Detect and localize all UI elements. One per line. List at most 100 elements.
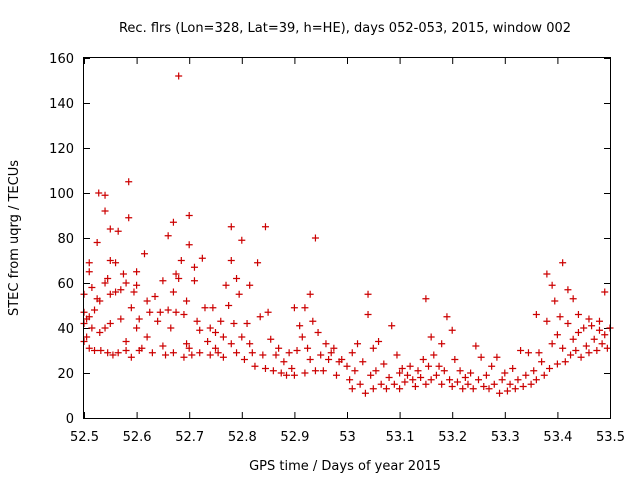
data-point <box>496 389 504 397</box>
data-point <box>498 376 506 384</box>
data-point <box>125 178 133 186</box>
data-point <box>553 331 561 339</box>
data-point <box>135 315 143 323</box>
data-point <box>91 347 99 354</box>
data-point <box>301 369 309 377</box>
data-point <box>427 333 435 341</box>
data-point <box>559 259 567 267</box>
data-point <box>346 376 354 384</box>
data-point <box>509 365 517 372</box>
data-point <box>298 333 306 341</box>
data-point <box>280 358 288 366</box>
data-point <box>327 349 335 357</box>
data-point <box>169 288 177 296</box>
data-point <box>367 371 375 379</box>
x-tick-label: 53.1 <box>386 430 415 445</box>
data-point <box>130 288 138 296</box>
data-point <box>317 351 325 359</box>
data-point <box>556 313 564 321</box>
data-point <box>212 329 219 336</box>
data-point <box>369 385 377 393</box>
data-point <box>532 376 540 384</box>
data-point <box>156 308 164 316</box>
data-point <box>553 360 561 368</box>
data-point <box>311 234 319 242</box>
data-point <box>264 308 272 316</box>
data-point <box>269 367 277 375</box>
data-point <box>322 340 330 348</box>
data-point <box>380 360 388 368</box>
data-point <box>585 349 593 357</box>
data-point <box>417 374 425 381</box>
data-point <box>290 371 298 379</box>
data-point <box>364 290 372 298</box>
data-point <box>527 380 535 388</box>
data-point <box>185 241 193 249</box>
data-point <box>304 344 312 352</box>
data-point <box>595 326 603 334</box>
data-point <box>175 72 183 80</box>
data-point <box>169 218 177 226</box>
y-tick-label: 60 <box>57 277 74 292</box>
x-tick-label: 53 <box>339 430 356 445</box>
data-point <box>225 302 233 309</box>
data-point <box>201 304 209 312</box>
data-point <box>506 380 514 388</box>
data-point <box>448 383 456 390</box>
data-point <box>532 311 540 318</box>
data-point <box>411 383 419 390</box>
data-point <box>580 324 588 332</box>
data-point <box>354 340 362 348</box>
data-point <box>464 380 472 388</box>
data-point <box>164 306 172 314</box>
data-point <box>101 207 109 215</box>
data-point <box>190 263 198 271</box>
data-point <box>519 383 527 390</box>
data-point <box>106 320 114 327</box>
data-point <box>293 347 301 354</box>
data-point <box>490 380 498 388</box>
data-point <box>180 353 188 361</box>
data-point <box>261 223 269 231</box>
data-point <box>227 257 235 264</box>
data-point <box>385 374 393 381</box>
data-point <box>243 320 251 327</box>
data-point <box>435 362 443 370</box>
data-point <box>133 281 141 289</box>
data-point <box>219 333 227 341</box>
data-point <box>238 333 246 341</box>
data-point <box>440 367 448 375</box>
data-point <box>122 279 130 287</box>
data-point <box>588 322 596 330</box>
data-point <box>461 374 469 381</box>
data-point <box>97 347 105 354</box>
data-point <box>104 349 112 357</box>
data-point <box>175 275 183 282</box>
data-point <box>267 335 275 343</box>
data-point <box>206 324 214 332</box>
data-point <box>283 371 291 379</box>
y-tick-label: 120 <box>49 142 74 157</box>
data-point <box>543 270 551 278</box>
data-point <box>446 376 454 384</box>
data-point <box>459 385 467 393</box>
data-point <box>148 349 156 357</box>
data-point <box>209 304 217 312</box>
data-point <box>222 281 230 289</box>
data-point <box>138 344 146 352</box>
data-point <box>277 369 285 377</box>
data-point <box>351 367 359 375</box>
data-point <box>93 239 101 246</box>
data-point <box>133 268 141 276</box>
data-point <box>246 340 254 348</box>
data-point <box>530 367 538 375</box>
data-point <box>219 353 227 361</box>
data-point <box>196 349 204 357</box>
data-point <box>514 376 522 384</box>
data-point <box>106 257 114 264</box>
data-point <box>572 347 580 354</box>
data-point <box>482 371 490 379</box>
data-point <box>522 371 530 379</box>
data-point <box>233 349 241 357</box>
